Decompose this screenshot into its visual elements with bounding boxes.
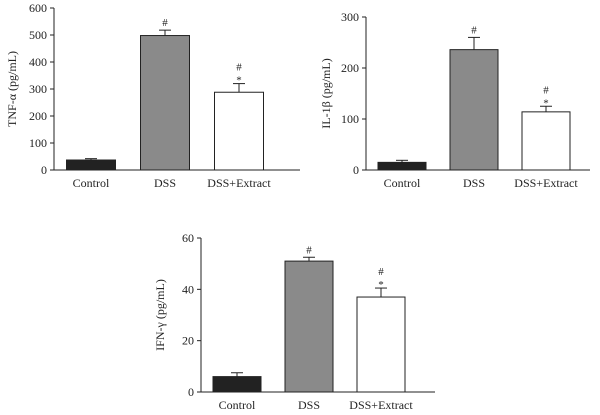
y-tick-label: 600 — [29, 1, 47, 15]
y-tick-label: 200 — [341, 61, 359, 75]
x-category-label: DSS+Extract — [514, 176, 578, 190]
x-category-label: Control — [73, 176, 110, 190]
y-tick-label: 400 — [29, 55, 47, 69]
y-tick-label: 100 — [29, 136, 47, 150]
y-tick-label: 500 — [29, 28, 47, 42]
significance-hash: # — [162, 17, 168, 29]
x-category-label: DSS — [463, 176, 485, 190]
bar-dss — [140, 35, 190, 171]
significance-hash: # — [543, 84, 549, 96]
y-tick-label: 20 — [182, 334, 194, 348]
y-tick-label: 0 — [188, 385, 194, 399]
x-category-label: Control — [384, 176, 421, 190]
y-axis-label: IL-1β (pg/mL) — [319, 58, 333, 128]
y-tick-label: 40 — [182, 282, 194, 296]
significance-hash: # — [306, 244, 312, 256]
bar-control — [377, 161, 427, 171]
y-axis-label: TNF-α (pg/mL) — [5, 51, 19, 127]
significance-star: * — [543, 97, 549, 109]
x-category-label: DSS — [298, 398, 320, 412]
significance-star: * — [236, 75, 242, 87]
y-tick-label: 300 — [29, 82, 47, 96]
bar-dss-extract — [521, 111, 571, 171]
bar-dss — [449, 49, 499, 171]
significance-hash: # — [471, 24, 477, 36]
x-category-label: DSS+Extract — [349, 398, 413, 412]
y-tick-label: 0 — [353, 163, 359, 177]
significance-hash: # — [236, 62, 242, 74]
y-tick-label: 200 — [29, 109, 47, 123]
y-tick-label: 100 — [341, 112, 359, 126]
significance-star: * — [378, 279, 384, 291]
x-category-label: Control — [219, 398, 256, 412]
y-axis-label: IFN-γ (pg/mL) — [153, 279, 167, 351]
bar-dss-extract — [356, 296, 406, 393]
y-tick-label: 60 — [182, 231, 194, 245]
chart-panel-1: 0 100 200 300 400 500 600 TNF-α (pg/mL) Control #… — [5, 1, 300, 190]
y-tick-label: 0 — [41, 163, 47, 177]
x-category-label: DSS — [154, 176, 176, 190]
bar-dss-extract — [214, 91, 264, 171]
x-category-label: DSS+Extract — [207, 176, 271, 190]
y-tick-label: 300 — [341, 10, 359, 24]
bar-control — [66, 159, 116, 171]
significance-hash: # — [378, 266, 384, 278]
bar-control — [212, 376, 262, 393]
bar-dss — [284, 260, 334, 393]
